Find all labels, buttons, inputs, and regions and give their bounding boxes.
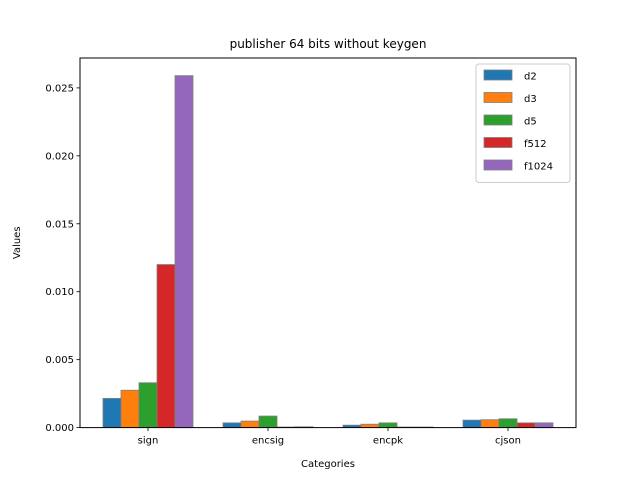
y-tick-label: 0.000 [45, 423, 74, 434]
bar-d3-encsig [240, 420, 260, 428]
plot-frame [79, 57, 577, 429]
x-tick-label: encpk [373, 436, 403, 447]
bar-f1024-sign [174, 75, 194, 429]
y-tick-label: 0.005 [45, 355, 74, 366]
bar-f1024-cjson [534, 422, 554, 428]
x-tick-label: sign [138, 436, 159, 447]
bar-f512-sign [156, 264, 176, 428]
legend-swatch-f1024 [483, 159, 513, 171]
legend-label-f512: f512 [524, 139, 547, 150]
y-axis-label: Values [12, 226, 23, 259]
bar-d2-cjson [462, 419, 482, 428]
bar-d3-cjson [480, 419, 500, 428]
legend-swatch-d5 [483, 114, 513, 126]
x-axis-label: Categories [301, 459, 355, 470]
bar-d5-cjson [498, 418, 518, 428]
legend-swatch-d3 [483, 92, 513, 103]
legend-label-d3: d3 [524, 94, 537, 105]
chart-title: publisher 64 bits without keygen [230, 37, 427, 51]
y-tick-label: 0.020 [45, 151, 74, 162]
x-tick-label: cjson [495, 436, 521, 447]
y-tick-label: 0.025 [45, 83, 74, 94]
y-tick-label: 0.010 [45, 287, 74, 298]
bar-f512-cjson [516, 422, 536, 428]
x-axis: sign encsig encpk cjson [138, 427, 521, 447]
bar-d5-encpk [378, 422, 398, 428]
bar-d2-sign [102, 397, 122, 428]
legend: d2 d3 d5 f512 f1024 [475, 63, 571, 183]
y-axis: 0.000 0.005 0.010 0.015 0.020 0.025 [45, 83, 80, 434]
bar-d5-encsig [258, 415, 278, 428]
legend-swatch-d2 [483, 69, 513, 81]
x-tick-label: encsig [252, 436, 284, 447]
bar-d2-encsig [222, 422, 242, 428]
y-tick-label: 0.015 [45, 219, 74, 230]
bar-d3-sign [120, 389, 140, 429]
legend-label-d5: d5 [524, 117, 537, 128]
legend-label-d2: d2 [524, 72, 537, 83]
bars-layer [102, 75, 554, 429]
bar-d5-sign [138, 382, 158, 428]
legend-label-f1024: f1024 [524, 162, 553, 173]
bar-d3-encpk [360, 423, 380, 429]
legend-swatch-f512 [483, 137, 513, 148]
